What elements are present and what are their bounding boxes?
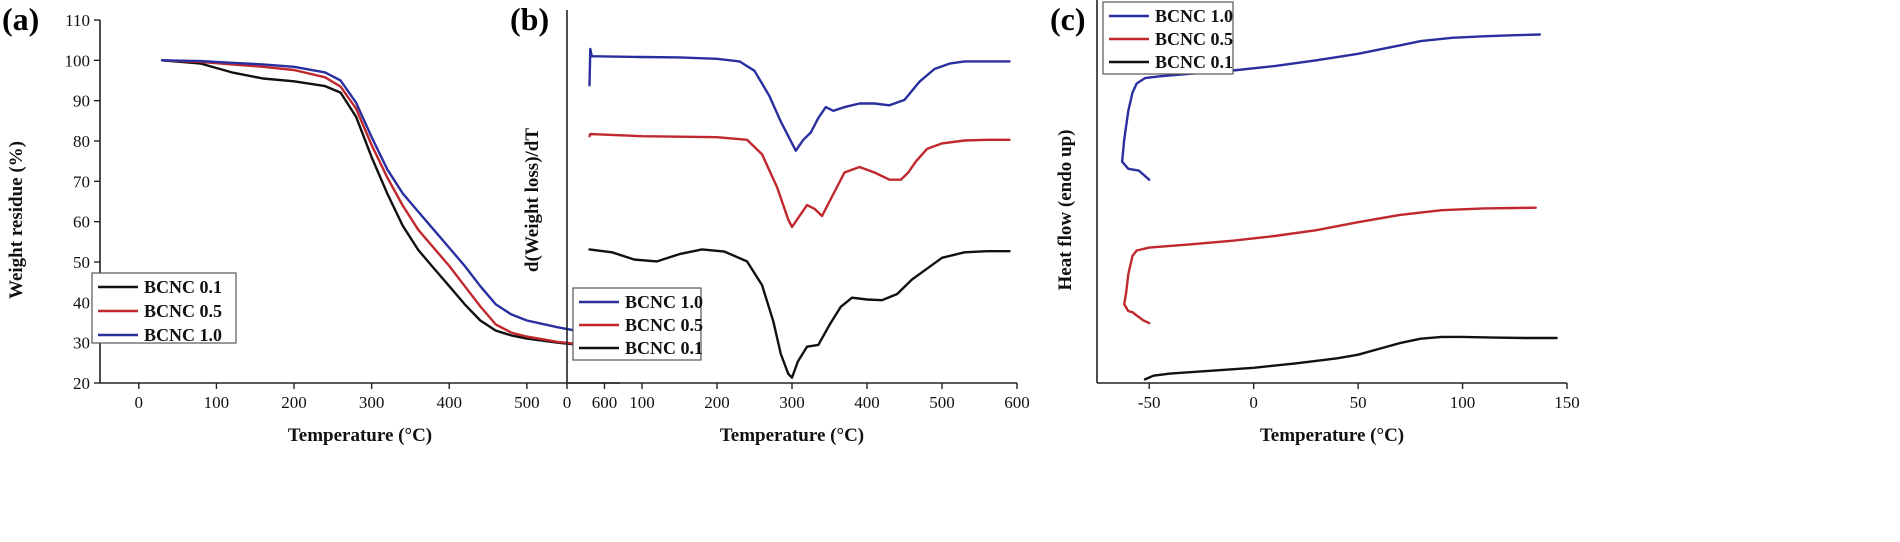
x-tick-label: 400 [854, 393, 880, 412]
y-axis-label: Heat flow (endo up) [1055, 130, 1076, 291]
y-tick-label: 60 [73, 213, 90, 232]
series-line-BCNC-0-1 [160, 59, 598, 348]
x-tick-label: 500 [929, 393, 955, 412]
y-axis-label: d(Weight loss)/dT [522, 128, 543, 272]
series-line-BCNC-0-5 [588, 132, 1011, 229]
y-tick-label: 90 [73, 92, 90, 111]
series-line-BCNC-0-5 [160, 59, 598, 348]
y-tick-label: 70 [73, 172, 90, 191]
legend-label: BCNC 0.1 [144, 277, 222, 297]
series-line-BCNC-1-0 [160, 59, 598, 336]
y-tick-label: 40 [73, 293, 90, 312]
x-tick-label: 0 [135, 393, 144, 412]
legend: BCNC 1.0 BCNC 0.5 BCNC 0.1 [572, 287, 703, 361]
x-tick-label: 400 [437, 393, 463, 412]
x-tick-label: 200 [281, 393, 307, 412]
x-tick-label: 100 [204, 393, 230, 412]
legend: BCNC 1.0 BCNC 0.5 BCNC 0.1 [1102, 1, 1234, 75]
y-tick-label: 80 [73, 132, 90, 151]
legend-label: BCNC 0.1 [625, 338, 703, 358]
x-axis-label: Temperature (°C) [288, 425, 432, 446]
legend-label: BCNC 1.0 [144, 325, 222, 345]
x-tick-label: 300 [779, 393, 805, 412]
x-tick-label: 100 [629, 393, 655, 412]
y-axis-label: Weight residue (%) [6, 141, 27, 299]
y-tick-label: 50 [73, 253, 90, 272]
legend-label: BCNC 1.0 [1155, 6, 1233, 26]
y-tick-label: 100 [65, 51, 91, 70]
x-tick-label: 600 [592, 393, 618, 412]
series-line-BCNC-0-1 [1143, 335, 1558, 381]
legend: BCNC 0.1 BCNC 0.5 BCNC 1.0 [91, 272, 237, 345]
panel-a: 0 100 200 300 400 500 600 20 30 40 50 60 70 80 90 100 11… [2, 1, 620, 446]
x-tick-label: 300 [359, 393, 385, 412]
x-tick-label: 0 [563, 393, 572, 412]
y-tick-label: 110 [65, 11, 90, 30]
x-tick-label: 600 [1004, 393, 1030, 412]
x-axis-label: Temperature (°C) [1260, 425, 1404, 446]
legend-label: BCNC 0.1 [1155, 52, 1233, 72]
x-tick-label: 500 [514, 393, 540, 412]
panel-label: (c) [1050, 1, 1086, 37]
x-tick-label: 150 [1554, 393, 1580, 412]
series-line-BCNC-0-5 [1123, 206, 1537, 325]
y-tick-label: 30 [73, 334, 90, 353]
panel-label: (a) [2, 1, 39, 37]
panel-c: -50 0 50 100 150 Temperature (°C) Heat flow (e… [1050, 0, 1580, 446]
x-axis-label: Temperature (°C) [720, 425, 864, 446]
legend-label: BCNC 0.5 [144, 301, 222, 321]
series-line-BCNC-1-0 [588, 47, 1011, 152]
x-tick-label: 200 [704, 393, 730, 412]
series-line-BCNC-0-1 [588, 248, 1011, 379]
panel-label: (b) [510, 1, 549, 37]
legend-box [91, 272, 237, 344]
x-tick-label: 0 [1249, 393, 1258, 412]
panel-b: 0 100 200 300 400 500 600 Temperature (°C) d(Wei… [510, 1, 1030, 446]
legend-label: BCNC 1.0 [625, 292, 703, 312]
legend-label: BCNC 0.5 [1155, 29, 1233, 49]
legend-label: BCNC 0.5 [625, 315, 703, 335]
x-tick-label: -50 [1138, 393, 1161, 412]
x-tick-label: 50 [1350, 393, 1367, 412]
y-tick-label: 20 [73, 374, 90, 393]
x-tick-label: 100 [1450, 393, 1476, 412]
